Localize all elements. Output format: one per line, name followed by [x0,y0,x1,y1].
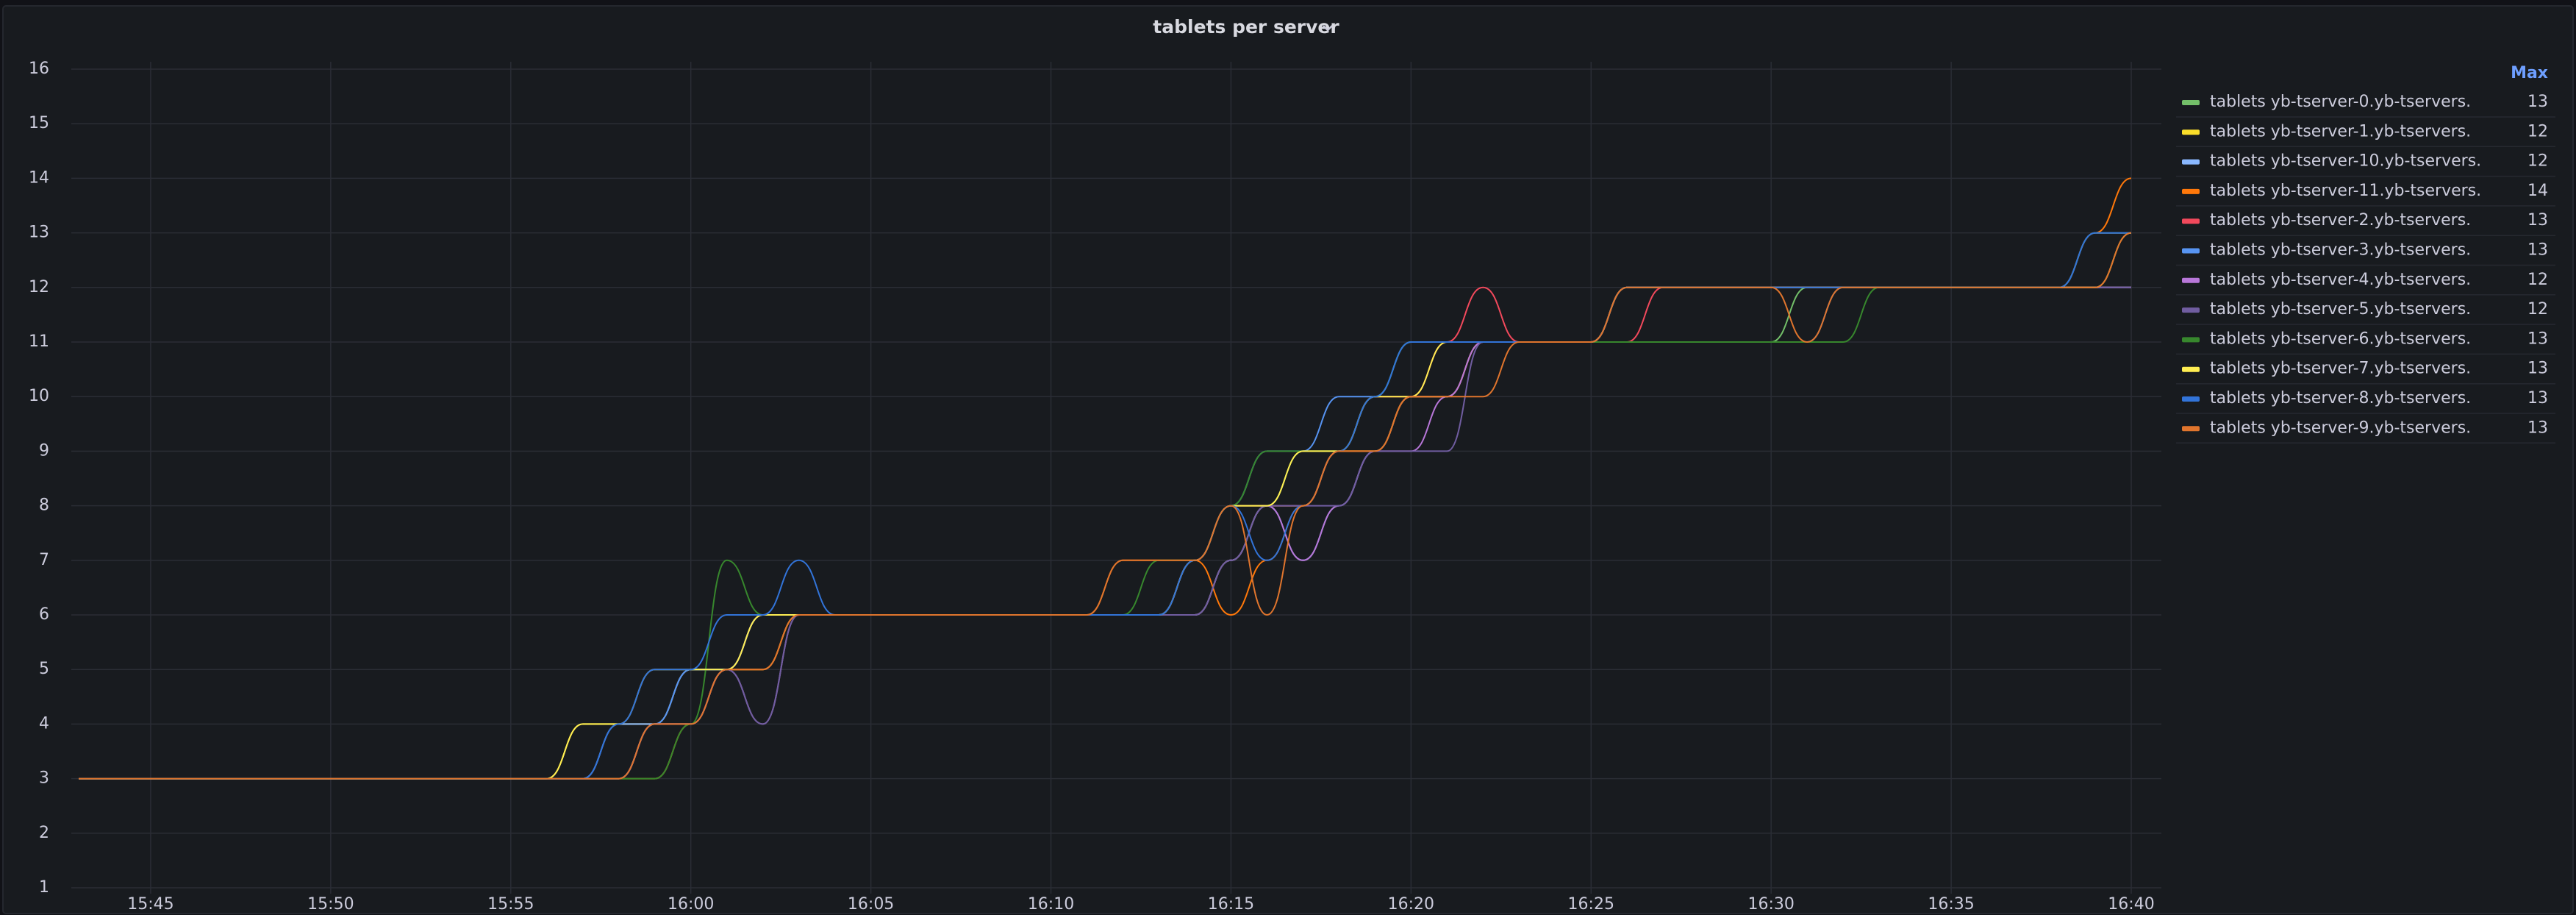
legend-label: tablets yb-tserver-0.yb-tservers. [2210,93,2471,111]
legend-label: tablets yb-tserver-10.yb-tservers. [2210,152,2481,171]
legend-swatch [2182,337,2200,343]
y-tick-label: 7 [39,551,49,569]
legend-max: 13 [2527,93,2548,111]
legend-swatch [2182,129,2200,135]
legend-max: 13 [2527,211,2548,229]
y-tick-label: 10 [29,387,49,405]
legend-label: tablets yb-tserver-11.yb-tservers. [2210,182,2481,200]
y-tick-label: 1 [39,878,49,897]
legend: Max tablets yb-tserver-0.yb-tservers. 13 ta… [2176,64,2555,444]
y-tick-label: 9 [39,441,49,460]
legend-swatch [2182,248,2200,254]
x-tick-label: 16:15 [1208,895,1254,914]
legend-swatch [2182,159,2200,165]
legend-swatch [2182,426,2200,432]
legend-label: tablets yb-tserver-3.yb-tservers. [2210,241,2471,260]
legend-swatch [2182,188,2200,194]
x-tick-label: 16:30 [1747,895,1794,914]
legend-swatch [2182,396,2200,402]
x-tick-label: 15:50 [307,895,354,914]
legend-header: Max [2511,64,2548,82]
x-tick-label: 16:35 [1928,895,1974,914]
panel-frame [2,5,2574,914]
series-line [79,232,2132,780]
legend-swatch [2182,277,2200,283]
y-tick-label: 4 [39,714,49,733]
y-tick-label: 6 [39,605,49,624]
legend-max: 13 [2527,241,2548,260]
legend-max: 13 [2527,389,2548,407]
y-tick-label: 13 [29,224,49,242]
legend-max: 12 [2527,300,2548,318]
y-tick-label: 2 [39,824,49,842]
x-tick-label: 16:00 [668,895,714,914]
x-tick-label: 15:45 [127,895,173,914]
y-tick-label: 11 [29,332,49,351]
legend-label: tablets yb-tserver-8.yb-tservers. [2210,389,2471,407]
y-tick-label: 14 [29,168,49,187]
panel-title[interactable]: tablets per server [1153,16,1339,38]
x-tick-label: 16:10 [1028,895,1074,914]
legend-max: 13 [2527,330,2548,348]
legend-label: tablets yb-tserver-9.yb-tservers. [2210,419,2471,437]
y-tick-label: 15 [29,114,49,132]
y-tick-label: 16 [29,60,49,78]
x-tick-label: 16:40 [2108,895,2154,914]
legend-swatch [2182,366,2200,372]
legend-max: 12 [2527,152,2548,171]
legend-swatch [2182,218,2200,224]
legend-max: 12 [2527,122,2548,140]
x-tick-label: 16:25 [1568,895,1614,914]
y-tick-label: 8 [39,496,49,515]
legend-label: tablets yb-tserver-7.yb-tservers. [2210,360,2471,378]
legend-max: 14 [2527,182,2548,200]
y-tick-label: 12 [29,278,49,296]
title-chevron[interactable] [1323,25,1333,32]
x-tick-label: 15:55 [487,895,534,914]
y-tick-label: 3 [39,769,49,788]
legend-label: tablets yb-tserver-5.yb-tservers. [2210,300,2471,318]
legend-max: 13 [2527,360,2548,378]
x-tick-label: 16:05 [848,895,894,914]
legend-label: tablets yb-tserver-2.yb-tservers. [2210,211,2471,229]
lines [79,177,2132,780]
legend-max: 13 [2527,419,2548,437]
legend-max: 12 [2527,271,2548,289]
legend-label: tablets yb-tserver-6.yb-tservers. [2210,330,2471,348]
legend-swatch [2182,307,2200,313]
legend-swatch [2182,100,2200,105]
y-tick-label: 5 [39,660,49,678]
legend-label: tablets yb-tserver-1.yb-tservers. [2210,122,2471,140]
legend-label: tablets yb-tserver-4.yb-tservers. [2210,271,2471,289]
x-tick-label: 16:20 [1388,895,1434,914]
